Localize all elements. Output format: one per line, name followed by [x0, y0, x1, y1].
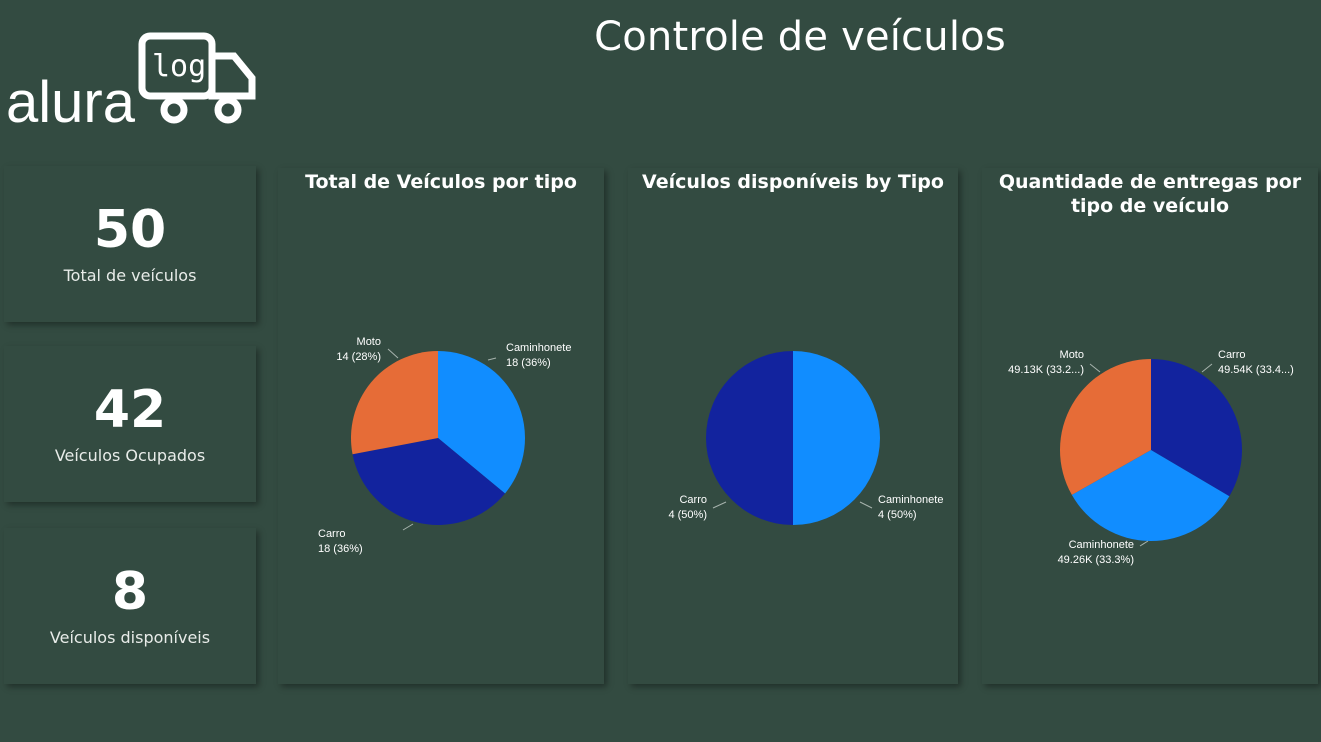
slice-value-label: 49.26K (33.3%) — [1058, 554, 1134, 566]
page-title: Controle de veículos — [594, 14, 1006, 60]
chart-title: Quantidade de entregas por tipo de veícu… — [998, 171, 1302, 217]
pie-slice-carro[interactable] — [706, 351, 793, 525]
pie-slice-caminhonete[interactable] — [438, 351, 525, 494]
pie-slice-moto[interactable] — [350, 351, 438, 455]
kpi-value: 42 — [93, 379, 167, 440]
pie-chart-svg: Caminhonete 4 (50%) Carro 4 (50%) — [668, 351, 943, 525]
logo-text: alura — [6, 70, 136, 130]
pie-slice-carro[interactable] — [352, 438, 506, 525]
slice-value-label: 14 (28%) — [336, 351, 381, 363]
slice-category-label: Caminhonete — [506, 342, 571, 354]
pie-chart-svg: Caminhonete 18 (36%) Carro 18 (36%) Moto 14 (… — [318, 336, 571, 555]
slice-category-label: Carro — [318, 528, 346, 540]
pie-slice-caminhonete[interactable] — [1071, 450, 1230, 541]
kpi-card-disponiveis[interactable]: 8 Veículos disponíveis — [4, 528, 256, 684]
slice-category-label: Caminhonete — [1069, 539, 1134, 551]
pie-slice-caminhonete[interactable] — [793, 351, 880, 525]
kpi-card-total[interactable]: 50 Total de veículos — [4, 166, 256, 322]
logo-badge-text: log — [152, 49, 206, 84]
slice-value-label: 18 (36%) — [506, 357, 551, 369]
leader-line — [387, 348, 399, 359]
chart-title: Total de Veículos por tipo — [305, 171, 577, 193]
chart-disponiveis-por-tipo[interactable]: Veículos disponíveis by Tipo Caminhonete… — [628, 168, 958, 684]
slice-value-label: 18 (36%) — [318, 543, 363, 555]
leader-line — [487, 357, 497, 361]
chart-title: Veículos disponíveis by Tipo — [642, 171, 944, 193]
pie-slice-moto[interactable] — [1060, 359, 1151, 495]
leader-line — [402, 523, 414, 531]
truck-icon — [138, 32, 256, 124]
slice-value-label: 4 (50%) — [878, 509, 917, 521]
slice-category-label: Moto — [1060, 349, 1084, 361]
kpi-value: 8 — [111, 561, 149, 622]
chart-entregas-por-tipo[interactable]: Quantidade de entregas por tipo de veícu… — [982, 168, 1318, 684]
kpi-value: 50 — [93, 199, 167, 260]
slice-value-label: 49.13K (33.2...) — [1008, 364, 1084, 376]
leader-line — [1139, 540, 1149, 547]
slice-category-label: Moto — [357, 336, 381, 348]
leader-line — [712, 501, 727, 509]
kpi-label: Veículos disponíveis — [49, 627, 211, 647]
kpi-label: Veículos Ocupados — [54, 445, 206, 465]
leader-line — [1201, 363, 1213, 373]
pie-chart-svg: Carro 49.54K (33.4...) Caminhonete 49.26K (… — [1008, 349, 1294, 566]
kpi-label: Total de veículos — [63, 265, 197, 285]
slice-category-label: Carro — [679, 494, 707, 506]
chart-total-por-tipo[interactable]: Total de Veículos por tipo Caminhonete 18… — [278, 168, 604, 684]
slice-category-label: Carro — [1218, 349, 1246, 361]
slice-category-label: Caminhonete — [878, 494, 943, 506]
alura-log-logo: alura log — [6, 30, 266, 135]
kpi-card-ocupados[interactable]: 42 Veículos Ocupados — [4, 346, 256, 502]
slice-value-label: 49.54K (33.4...) — [1218, 364, 1294, 376]
pie-slice-carro[interactable] — [1151, 359, 1243, 497]
leader-line — [859, 501, 873, 509]
slice-value-label: 4 (50%) — [668, 509, 707, 521]
leader-line — [1089, 363, 1101, 373]
